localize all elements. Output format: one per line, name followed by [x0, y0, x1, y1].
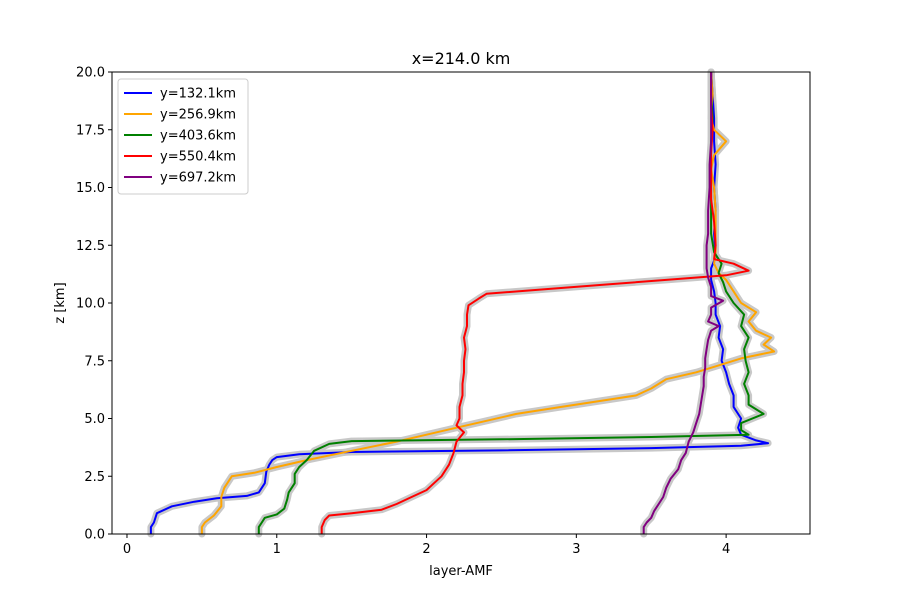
legend-frame	[117, 78, 249, 195]
y-axis: 0.0 2.5 5.0 7.5 10.0 12.5 15.0 17.5 20.0	[76, 66, 112, 543]
series-lines	[149, 71, 776, 534]
legend-label: y=256.9km	[160, 108, 236, 123]
series-line-3	[320, 72, 750, 534]
y-tick-label: 5.0	[84, 412, 105, 427]
y-tick-label: 2.5	[84, 470, 105, 485]
series-line-4	[642, 72, 725, 534]
y-tick-label: 7.5	[84, 354, 105, 369]
y-tick-label: 0.0	[84, 528, 105, 543]
series-line-1	[200, 71, 776, 534]
x-tick-label: 1	[273, 542, 281, 557]
x-tick-label: 0	[123, 542, 131, 557]
y-tick-label: 15.0	[76, 181, 105, 196]
legend: y=132.1km y=256.9km y=403.6km y=550.4km y=69…	[117, 78, 249, 195]
x-axis-label: layer-AMF	[429, 564, 493, 579]
chart-title: x=214.0 km	[412, 49, 511, 68]
x-tick-label: 3	[572, 542, 580, 557]
legend-label: y=132.1km	[160, 87, 236, 102]
series-line-2	[257, 72, 765, 534]
y-tick-label: 12.5	[76, 239, 105, 254]
y-tick-label: 20.0	[76, 66, 105, 81]
x-axis: 0 1 2 3 4	[123, 534, 730, 557]
legend-label: y=697.2km	[160, 171, 236, 186]
y-tick-label: 10.0	[76, 297, 105, 312]
y-tick-label: 17.5	[76, 123, 105, 138]
y-axis-label: z [km]	[53, 282, 68, 323]
x-tick-label: 2	[422, 542, 430, 557]
legend-label: y=550.4km	[160, 150, 236, 165]
x-tick-label: 4	[722, 542, 730, 557]
legend-label: y=403.6km	[160, 129, 236, 144]
